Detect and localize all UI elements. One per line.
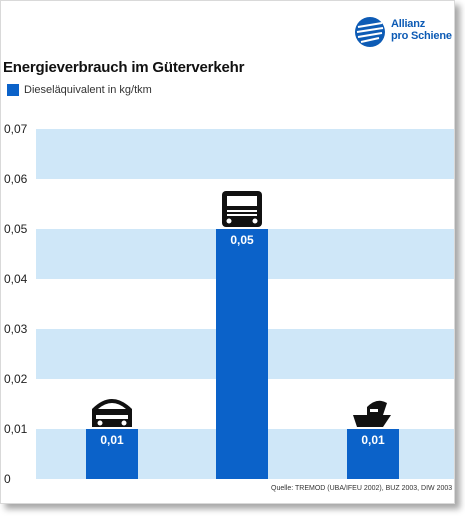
bar <box>216 229 268 479</box>
grid-band <box>36 129 454 179</box>
bar-chart: 0 0,01 0,02 0,03 0,04 0,05 0,06 0,07 0,01 0,05 0,0… <box>4 122 454 486</box>
source-note: Quelle: TREMOD (UBA/IFEU 2002), BUZ 2003… <box>271 485 453 492</box>
y-tick-label: 0,06 <box>4 172 28 186</box>
train-icon <box>92 399 132 427</box>
bar <box>347 429 399 479</box>
y-tick-label: 0,05 <box>4 222 28 236</box>
legend-label: Dieseläquivalent in kg/tkm <box>24 84 152 96</box>
logo-line-2: pro Schiene <box>391 30 452 42</box>
logo-line-1: Allianz <box>391 18 426 30</box>
allianz-pro-schiene-logo: Allianz pro Schiene <box>353 15 453 49</box>
truck-icon <box>222 191 262 227</box>
y-tick-label: 0 <box>4 472 11 486</box>
logo-text: Allianz pro Schiene <box>391 18 452 42</box>
bar-data-label: 0,01 <box>100 433 124 447</box>
y-tick-label: 0,07 <box>4 122 28 136</box>
y-tick-label: 0,04 <box>4 272 28 286</box>
chart-title: Energieverbrauch im Güterverkehr <box>3 59 245 76</box>
logo-emblem-icon <box>355 17 385 47</box>
legend-swatch <box>7 84 19 96</box>
ship-icon <box>353 400 391 427</box>
chart-card: Allianz pro Schiene Energieverbrauch im … <box>0 0 455 504</box>
bar <box>86 429 138 479</box>
bar-data-label: 0,05 <box>230 233 254 247</box>
y-tick-label: 0,02 <box>4 372 28 386</box>
y-tick-label: 0,03 <box>4 322 28 336</box>
bar-data-label: 0,01 <box>361 433 385 447</box>
legend: Dieseläquivalent in kg/tkm <box>7 84 152 96</box>
y-tick-label: 0,01 <box>4 422 28 436</box>
